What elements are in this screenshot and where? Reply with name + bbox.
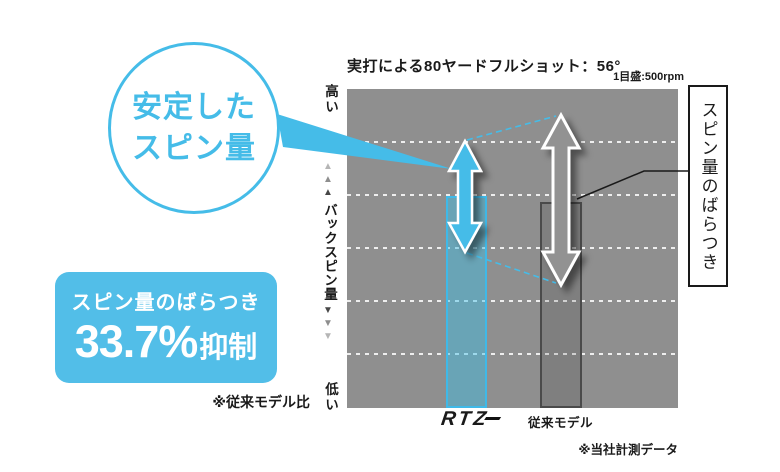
axis-down-arrows: ▼ ▼ ▼: [319, 304, 337, 343]
badge-title: スピン量のばらつき: [71, 292, 261, 314]
stable-spin-callout: 安定した スピン量: [108, 42, 280, 214]
axis-low-label: 低い: [323, 382, 338, 413]
spin-variation-label: スピン量のばらつき: [698, 100, 718, 272]
callout-line1: 安定した: [132, 91, 256, 124]
spin-variation-label-box: スピン量のばらつき: [688, 85, 728, 287]
up-triangle-icon: ▲: [323, 161, 333, 172]
scale-note: 1目盛:500rpm: [613, 71, 684, 83]
callout-line2: スピン量: [132, 132, 256, 165]
axis-up-arrows: ▲ ▲ ▲: [319, 160, 337, 199]
conventional-spin-range-bar: [540, 202, 582, 408]
down-triangle-icon: ▼: [323, 305, 333, 316]
badge-value-row: 33.7% 抑制: [55, 316, 277, 368]
rtz-logo-text: RTZ: [439, 408, 491, 430]
chart-title: 実打による80ヤードフルショット：56°: [347, 58, 621, 75]
badge-value: 33.7%: [74, 316, 199, 367]
conventional-model-label: 従来モデル: [528, 416, 594, 430]
badge-footnote: ※従来モデル比: [212, 394, 310, 410]
gridline: [347, 300, 678, 302]
up-triangle-icon: ▲: [323, 174, 333, 185]
gridline: [347, 141, 678, 143]
rtz-logo: RTZ: [425, 408, 504, 431]
y-axis-label: バックスピン量: [322, 203, 337, 301]
rtz-spin-range-bar: [446, 196, 487, 408]
reduction-badge: スピン量のばらつき 33.7% 抑制: [55, 272, 277, 383]
up-triangle-icon: ▲: [323, 187, 333, 198]
gridline: [347, 247, 678, 249]
axis-high-label: 高い: [323, 84, 338, 115]
rtz-logo-z-stroke: [484, 417, 502, 420]
measurement-footnote: ※当社計測データ: [578, 443, 678, 457]
down-triangle-icon: ▼: [323, 331, 333, 342]
gridline: [347, 353, 678, 355]
down-triangle-icon: ▼: [323, 318, 333, 329]
badge-suffix: 抑制: [199, 332, 258, 364]
plot-area: [347, 89, 678, 408]
gridline: [347, 194, 678, 196]
